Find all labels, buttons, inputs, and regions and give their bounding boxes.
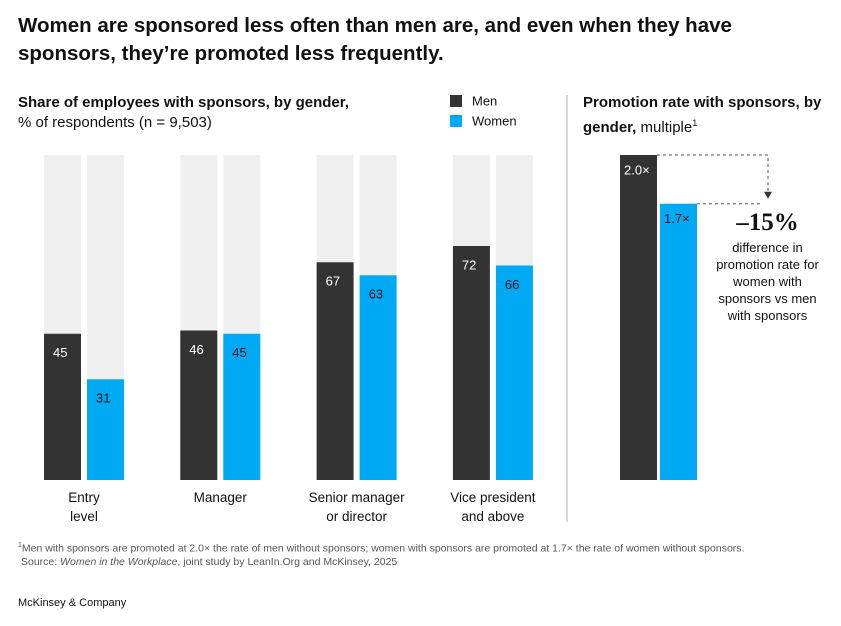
annotation-arrow [764,191,772,199]
value-label: 67 [326,274,340,289]
source-text: , joint study by LeanIn.Org and McKinsey… [177,556,398,568]
bar [495,265,533,480]
bar [620,155,657,480]
annotation: –15% difference in promotion rate for wo… [710,207,825,324]
footnote-marker: 1 [18,542,22,549]
value-label: 45 [232,345,246,360]
x-tick-label: Senior manager or director [308,490,405,524]
chart-heading: Promotion rate with sponsors, by gender,… [583,93,823,138]
value-label: 45 [53,345,67,360]
footnote-marker: 1 [692,118,698,128]
page-title: Women are sponsored less often than men … [18,14,732,65]
annotation-value: –15% [736,209,799,236]
value-label: 63 [369,287,383,302]
legend-swatch [450,115,462,127]
bar [223,333,261,480]
chart-subtitle: % of respondents (n = 9,503) [18,114,212,131]
value-label: 1.7× [664,211,690,226]
chart-heading: Share of employees with sponsors, by gen… [18,93,418,133]
chart-subtitle: multiple [640,119,693,136]
chart-title: Share of employees with sponsors, by gen… [18,94,349,111]
value-label: 2.0× [624,162,650,177]
x-tick-label: Vice president and above [450,490,536,524]
source-title: Women in the Workplace [60,556,178,568]
legend-label: Women [472,113,517,128]
value-label: 72 [462,257,476,272]
source: Source: Women in the Workplace, joint st… [21,556,397,568]
bar [359,275,397,480]
x-tick-label: Manager [193,490,247,505]
footnote: 1Men with sponsors are promoted at 2.0× … [18,542,828,555]
x-tick-label: Entry level [68,490,100,524]
value-label: 46 [189,342,203,357]
annotation-text: difference in promotion rate for women w… [716,240,819,323]
legend-swatch [450,95,462,107]
bar [452,246,490,480]
legend-label: Men [472,93,497,108]
value-label: 31 [96,391,110,406]
chart-title: Promotion rate with sponsors, by gender, [583,94,822,136]
value-label: 66 [505,277,519,292]
footnote-text: Men with sponsors are promoted at 2.0× t… [21,542,745,555]
source-label: Source: [21,556,58,568]
bar [180,330,218,480]
bar [44,333,81,480]
bar [660,203,697,480]
annotation-line [657,154,769,194]
bar [87,379,124,480]
bar [316,262,354,480]
brand: McKinsey & Company [18,597,127,609]
